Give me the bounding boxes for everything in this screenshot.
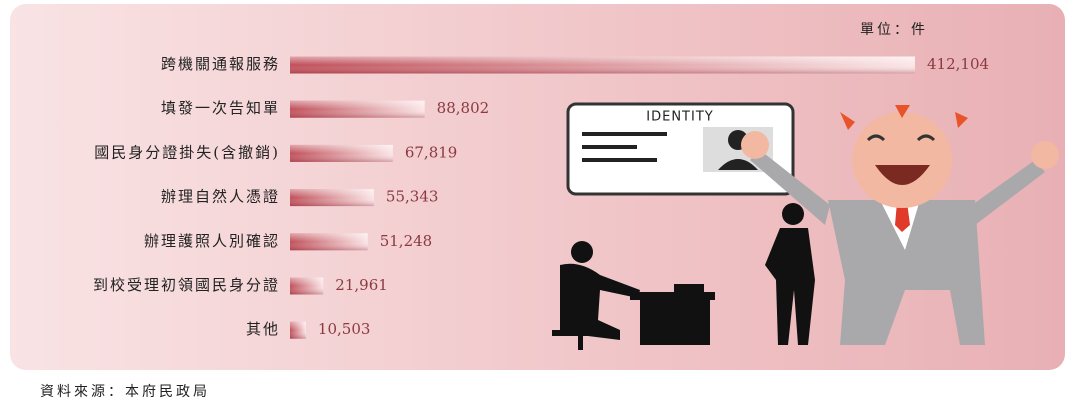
- value-label: 10,503: [318, 320, 371, 338]
- value-label: 55,343: [386, 188, 439, 206]
- tie: [895, 202, 910, 232]
- bar-group: [290, 321, 306, 339]
- eyes: [866, 134, 936, 142]
- bar-shade: [290, 100, 425, 118]
- card-line: [582, 145, 637, 149]
- unit-label: 單位：件: [860, 22, 928, 38]
- desk-sign: [674, 284, 704, 292]
- value-label: 51,248: [380, 232, 433, 250]
- category-label: 填發一次告知單: [161, 99, 280, 117]
- category-label: 其他: [246, 320, 280, 338]
- desk-body: [640, 300, 710, 345]
- bar-shade: [290, 321, 306, 339]
- mouth: [875, 165, 930, 185]
- value-label: 412,104: [927, 55, 989, 73]
- chair-leg: [578, 336, 583, 350]
- bar-shade: [290, 56, 915, 74]
- bar-group: [290, 100, 425, 118]
- standing-person: [765, 228, 815, 345]
- bar-shade: [290, 144, 393, 162]
- card-title: IDENTITY: [646, 110, 713, 125]
- bar-shade: [290, 189, 374, 207]
- bar-group: [290, 144, 393, 162]
- category-label: 辦理自然人憑證: [161, 188, 280, 206]
- value-label: 21,961: [335, 276, 388, 294]
- chair: [552, 330, 612, 336]
- arm: [750, 150, 830, 225]
- category-label: 到校受理初領國民身分證: [93, 276, 280, 294]
- card-photo-body: [718, 159, 758, 170]
- bar-shade: [290, 233, 368, 251]
- person-head: [571, 241, 593, 263]
- head: [852, 112, 952, 208]
- bar-group: [290, 277, 324, 295]
- person-head: [782, 203, 804, 225]
- arm: [972, 160, 1045, 225]
- suit: [828, 200, 985, 345]
- hand: [1031, 141, 1059, 169]
- category-label: 國民身分證掛失(含撤銷): [94, 143, 280, 161]
- value-label: 88,802: [437, 99, 490, 117]
- hand: [741, 131, 769, 159]
- category-label: 辦理護照人別確認: [144, 232, 280, 250]
- excitement-marks: [840, 105, 968, 130]
- bar-group: [290, 189, 374, 207]
- card-line: [582, 158, 657, 162]
- bar-group: [290, 56, 915, 74]
- value-label: 67,819: [405, 143, 458, 161]
- bar-shade: [290, 277, 324, 295]
- illustration: IDENTITY: [552, 102, 1059, 350]
- category-label: 跨機關通報服務: [161, 55, 280, 73]
- desk: [630, 292, 715, 300]
- bar-group: [290, 233, 368, 251]
- source: 資料來源：本府民政局: [40, 384, 210, 400]
- card-line: [582, 132, 667, 136]
- seated-person: [560, 263, 640, 340]
